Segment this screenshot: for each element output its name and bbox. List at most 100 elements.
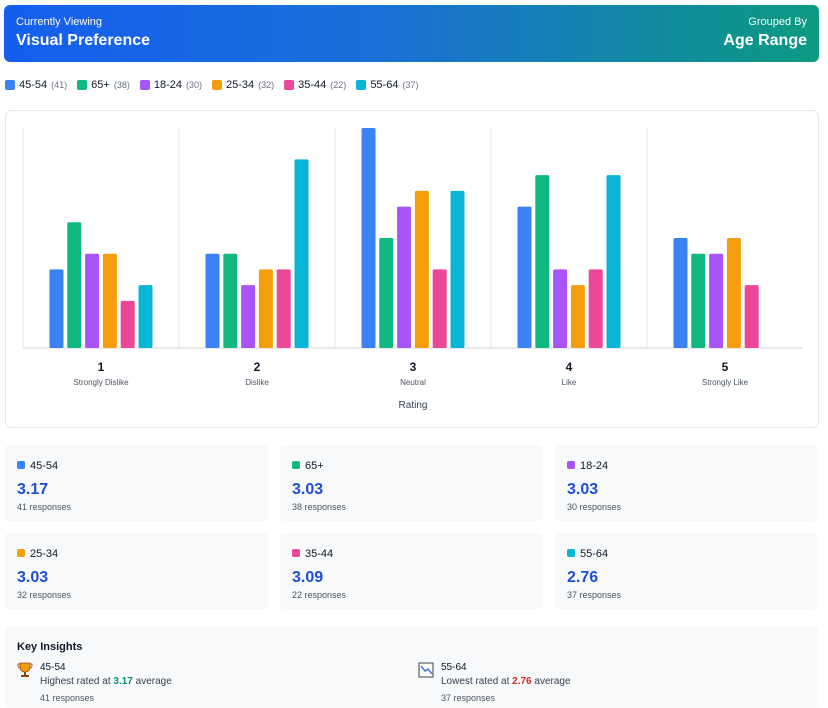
x-tick-label: 5	[722, 360, 729, 374]
group-label: Grouped By	[748, 16, 807, 28]
card-swatch	[17, 549, 25, 557]
insights-title: Key Insights	[17, 641, 82, 653]
bar	[295, 159, 309, 348]
bar	[397, 207, 411, 348]
card-average: 3.17	[17, 481, 48, 499]
legend-count: (22)	[330, 80, 346, 90]
stat-card: 35-443.0922 responses	[280, 533, 543, 609]
stat-card: 25-34 3.03 32 responses	[5, 533, 268, 609]
bar	[206, 254, 220, 348]
x-tick-sublabel: Strongly Like	[702, 378, 749, 387]
bar	[362, 128, 376, 348]
bar	[85, 254, 99, 348]
bar	[691, 254, 705, 348]
card-name: 35-44	[305, 548, 333, 560]
x-axis-title: Rating	[399, 400, 428, 411]
legend-item: 65+ (38)	[77, 79, 130, 91]
bar	[67, 222, 81, 348]
bar	[727, 238, 741, 348]
card-name: 65+	[305, 460, 324, 472]
bar	[103, 254, 117, 348]
legend-swatch	[5, 80, 15, 90]
insight-value: 3.17	[113, 676, 132, 687]
legend-count: (32)	[258, 80, 274, 90]
bar	[379, 238, 393, 348]
card-swatch	[567, 549, 575, 557]
bar	[451, 191, 465, 348]
stat-card: 18-24 3.03 30 responses	[555, 445, 818, 521]
card-swatch	[567, 461, 575, 469]
insight-responses: 37 responses	[441, 693, 495, 703]
legend-swatch	[140, 80, 150, 90]
x-tick-label: 4	[566, 360, 573, 374]
bar	[553, 269, 567, 348]
insights: Key Insights 45-54Highest rated at 3.17 …	[5, 627, 818, 708]
stat-card: 55-642.7637 responses	[555, 533, 818, 609]
card-swatch	[17, 461, 25, 469]
insight-lead: Highest rated at	[40, 676, 111, 687]
bar	[535, 175, 549, 348]
bar	[571, 285, 585, 348]
x-tick-label: 3	[410, 360, 417, 374]
legend-item: 35-44 (22)	[284, 79, 346, 91]
legend-label: 55-64	[370, 79, 398, 91]
card-responses: 22 responses	[292, 590, 346, 600]
legend-item: 55-64(37)	[356, 79, 418, 91]
x-tick-label: 2	[254, 360, 261, 374]
header-label: Currently Viewing	[16, 16, 102, 28]
insight-icon	[418, 662, 434, 678]
bar	[415, 191, 429, 348]
stat-card: 45-543.1741 responses	[5, 445, 268, 521]
bar	[709, 254, 723, 348]
insight-name: 55-64	[441, 662, 467, 673]
card-responses: 30 responses	[567, 502, 621, 512]
legend-label: 45-54	[19, 79, 47, 91]
legend-swatch	[212, 80, 222, 90]
bar	[121, 301, 135, 348]
insight-text: Highest rated at 3.17 average	[40, 676, 172, 687]
legend-label: 35-44	[298, 79, 326, 91]
card-responses: 38 responses	[292, 502, 346, 512]
card-name: 25-34	[30, 548, 58, 560]
card-name: 45-54	[30, 460, 58, 472]
card-name: 55-64	[580, 548, 608, 560]
bar	[518, 207, 532, 348]
stat-card: 65+3.0338 responses	[280, 445, 543, 521]
insight-lead: Lowest rated at	[441, 676, 509, 687]
legend-swatch	[77, 80, 87, 90]
legend-count: (41)	[51, 80, 67, 90]
card-average: 3.03	[17, 569, 48, 587]
bar	[259, 269, 273, 348]
bar	[745, 285, 759, 348]
insight-text: Lowest rated at 2.76 average	[441, 676, 571, 687]
legend-label: 25-34	[226, 79, 254, 91]
bar	[50, 269, 64, 348]
card-name: 18-24	[580, 460, 608, 472]
legend-item: 25-34 (32)	[212, 79, 274, 91]
card-swatch	[292, 461, 300, 469]
insight-responses: 41 responses	[40, 693, 94, 703]
card-average: 3.03	[567, 481, 598, 499]
x-tick-sublabel: Neutral	[400, 378, 426, 387]
x-tick-sublabel: Dislike	[245, 378, 269, 387]
card-responses: 37 responses	[567, 590, 621, 600]
header: Currently Viewing Visual Preference Grou…	[4, 5, 819, 62]
bar	[674, 238, 688, 348]
group-value: Age Range	[723, 32, 807, 50]
card-swatch	[292, 549, 300, 557]
legend-swatch	[284, 80, 294, 90]
insight-suffix: average	[534, 676, 570, 687]
card-responses: 32 responses	[17, 590, 71, 600]
bar	[277, 269, 291, 348]
legend-item: 18-24(30)	[140, 79, 202, 91]
bar	[589, 269, 603, 348]
legend-count: (30)	[186, 80, 202, 90]
legend-label: 65+	[91, 79, 110, 91]
bar	[607, 175, 621, 348]
legend-swatch	[356, 80, 366, 90]
legend-count: (38)	[114, 80, 130, 90]
x-tick-label: 1	[98, 360, 105, 374]
legend: 45-54 (41) 65+ (38) 18-24(30) 25-34 (32) 35-44 (…	[5, 79, 418, 91]
insight-value: 2.76	[512, 676, 531, 687]
